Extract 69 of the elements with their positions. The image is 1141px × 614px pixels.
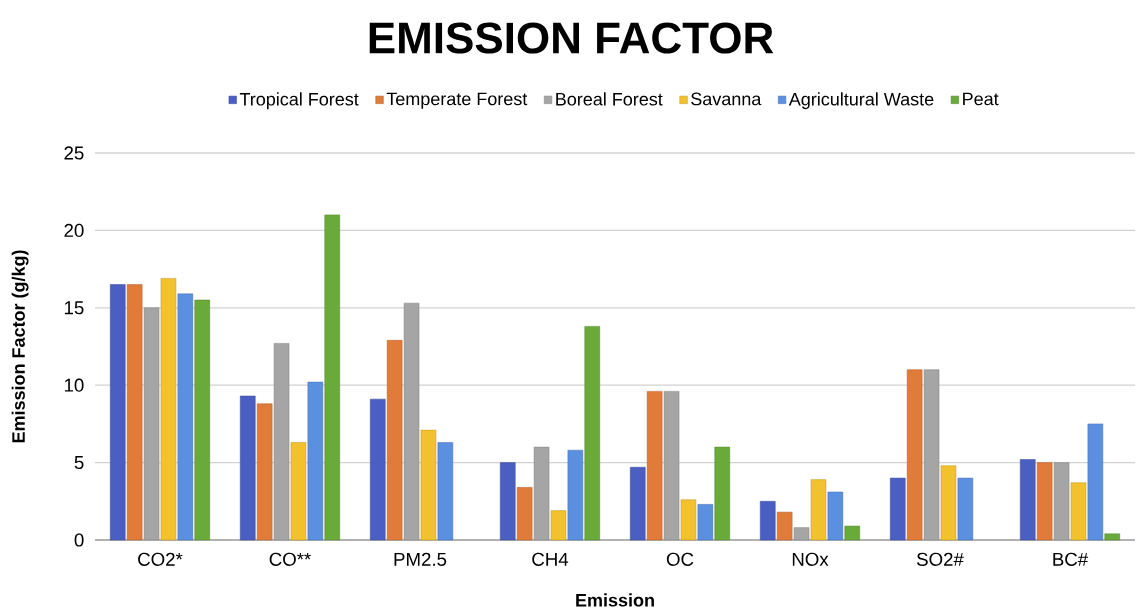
bar [110, 284, 126, 541]
bar [550, 510, 567, 541]
bar [890, 477, 906, 541]
bar [567, 449, 584, 541]
bar [533, 446, 550, 541]
y-axis-title: Emission Factor (g/kg) [11, 250, 29, 443]
bar [143, 307, 160, 541]
x-tick-label: OC [666, 552, 694, 566]
bar [500, 462, 516, 541]
x-tick-label: PM2.5 [394, 552, 447, 566]
bar [307, 381, 324, 541]
bar [403, 302, 420, 541]
legend-label: Peat [963, 92, 999, 106]
bar [810, 479, 827, 541]
bar [437, 442, 454, 541]
legend-label: Boreal Forest [556, 92, 663, 106]
bar [324, 214, 340, 541]
bar [630, 466, 646, 541]
x-tick-label: CO2* [138, 552, 183, 566]
bar [957, 477, 974, 541]
bar [776, 511, 793, 541]
bar [160, 278, 177, 541]
bar [386, 340, 403, 541]
x-tick-label: SO2# [916, 552, 964, 566]
legend-label: Tropical Forest [239, 92, 359, 110]
bar [680, 499, 697, 541]
bar [663, 391, 680, 541]
y-tick-label: 5 [74, 456, 84, 470]
legend-label: Agricultural Waste [788, 92, 934, 110]
bar [420, 429, 437, 541]
bar [177, 293, 194, 541]
bar [584, 326, 600, 541]
bar [1087, 423, 1104, 541]
x-tick-label: BC# [1053, 552, 1089, 566]
bar [906, 369, 923, 541]
bar [793, 527, 810, 541]
bar [923, 369, 940, 541]
bar [646, 391, 663, 541]
x-axis-title: Emission [576, 593, 654, 607]
bar [516, 487, 533, 541]
y-tick-label: 0 [74, 533, 84, 547]
bar [827, 491, 844, 541]
x-tick-label: CH4 [532, 552, 569, 566]
bar [697, 504, 714, 541]
bar [1036, 462, 1053, 541]
bar [126, 284, 143, 541]
bar [1070, 482, 1087, 541]
y-tick-label: 15 [64, 301, 84, 315]
y-tick-label: 10 [64, 378, 84, 392]
bar [1020, 459, 1036, 541]
x-tick-label: NOx [792, 552, 829, 566]
bar [714, 446, 730, 541]
x-tick-label: CO** [269, 552, 311, 566]
y-tick-label: 25 [64, 146, 84, 160]
bar [290, 442, 307, 541]
bar [194, 299, 210, 541]
bar [760, 501, 776, 541]
bar [370, 398, 386, 541]
chart-title: EMISSION FACTOR [369, 22, 774, 54]
bar [1104, 533, 1120, 541]
legend-label: Temperate Forest [386, 92, 528, 109]
bar [273, 343, 290, 541]
bar [1053, 462, 1070, 541]
bar [844, 525, 860, 541]
legend-label: Savanna [691, 92, 762, 106]
bar [240, 395, 256, 541]
bar [256, 403, 273, 541]
bar [940, 465, 957, 541]
y-tick-label: 20 [64, 223, 84, 238]
